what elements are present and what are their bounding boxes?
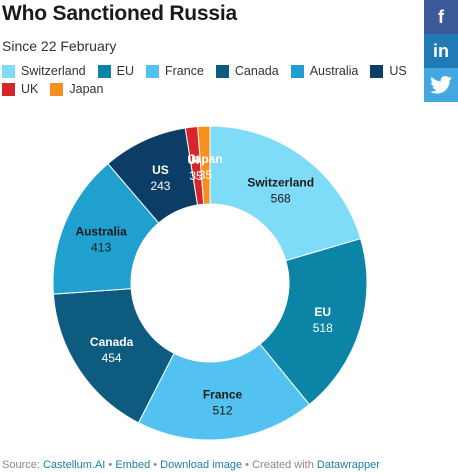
donut-slice-australia <box>52 163 160 295</box>
chart-footer: Source: Castellum.AI • Embed • Download … <box>2 459 380 471</box>
legend-label: EU <box>116 64 134 78</box>
twitter-icon <box>430 76 452 94</box>
datawrapper-link[interactable]: Datawrapper <box>316 459 380 471</box>
slice-value: 568 <box>271 192 291 206</box>
legend-item: Canada <box>215 63 279 79</box>
donut-chart: Switzerland 568 EU 518 France 512 Canada 454 Aus… <box>52 125 368 441</box>
legend-label: US <box>389 64 407 78</box>
slice-value: 243 <box>150 179 170 193</box>
slice-value: 35 <box>189 169 203 183</box>
slice-label: Switzerland <box>247 176 314 190</box>
slice-value: 454 <box>102 351 122 365</box>
chart-subtitle: Since 22 February <box>2 38 117 54</box>
legend-swatch <box>2 82 15 96</box>
facebook-icon: f <box>438 6 444 27</box>
separator: • <box>153 459 158 471</box>
slice-label: Canada <box>90 335 134 349</box>
chart-legend: Switzerland EU France Canada Australia US UK Ja… <box>2 63 420 97</box>
slice-value: 35 <box>199 168 213 182</box>
separator: • <box>108 459 113 471</box>
slice-label: Australia <box>75 225 127 239</box>
slice-value: 413 <box>91 241 111 255</box>
twitter-share-button[interactable] <box>424 68 458 102</box>
linkedin-share-button[interactable]: in <box>424 34 458 68</box>
legend-label: Australia <box>309 64 359 78</box>
slice-value: 518 <box>313 321 333 335</box>
separator: • <box>245 459 250 471</box>
legend-item: UK <box>2 81 38 97</box>
legend-item: EU <box>97 63 134 79</box>
donut-slice-japan <box>197 125 211 205</box>
donut-slice-canada <box>52 288 175 424</box>
legend-swatch <box>50 82 64 96</box>
source-prefix: Source: <box>2 459 40 471</box>
legend-label: France <box>165 64 204 78</box>
legend-label: Switzerland <box>21 64 86 78</box>
legend-item: Switzerland <box>2 63 86 79</box>
share-bar: f in <box>424 0 458 102</box>
legend-item: France <box>146 63 204 79</box>
legend-swatch <box>370 64 384 78</box>
slice-label: EU <box>314 305 331 319</box>
legend-swatch <box>2 64 15 78</box>
created-with-text: Created with <box>252 459 314 471</box>
legend-item: US <box>370 63 407 79</box>
legend-swatch <box>146 64 159 78</box>
facebook-share-button[interactable]: f <box>424 0 458 34</box>
legend-label: Canada <box>234 64 279 78</box>
slice-label: US <box>152 163 169 177</box>
legend-swatch <box>97 64 111 78</box>
source-link[interactable]: Castellum.AI <box>42 459 106 471</box>
legend-label: UK <box>21 82 39 96</box>
slice-label: France <box>203 387 243 401</box>
legend-label: Japan <box>69 82 104 96</box>
legend-item: Japan <box>50 81 103 97</box>
slice-value: 512 <box>213 403 233 417</box>
donut-slice-eu <box>259 238 368 406</box>
donut-slice-switzerland <box>209 125 362 262</box>
donut-slice-france <box>137 343 311 441</box>
legend-swatch <box>290 64 304 78</box>
chart-title: Who Sanctioned Russia <box>2 2 237 25</box>
embed-link[interactable]: Embed <box>115 459 151 471</box>
slice-label: Japan <box>188 152 223 166</box>
download-image-link[interactable]: Download image <box>160 459 243 471</box>
linkedin-icon: in <box>433 40 449 61</box>
legend-item: Australia <box>290 63 359 79</box>
legend-swatch <box>215 64 229 78</box>
